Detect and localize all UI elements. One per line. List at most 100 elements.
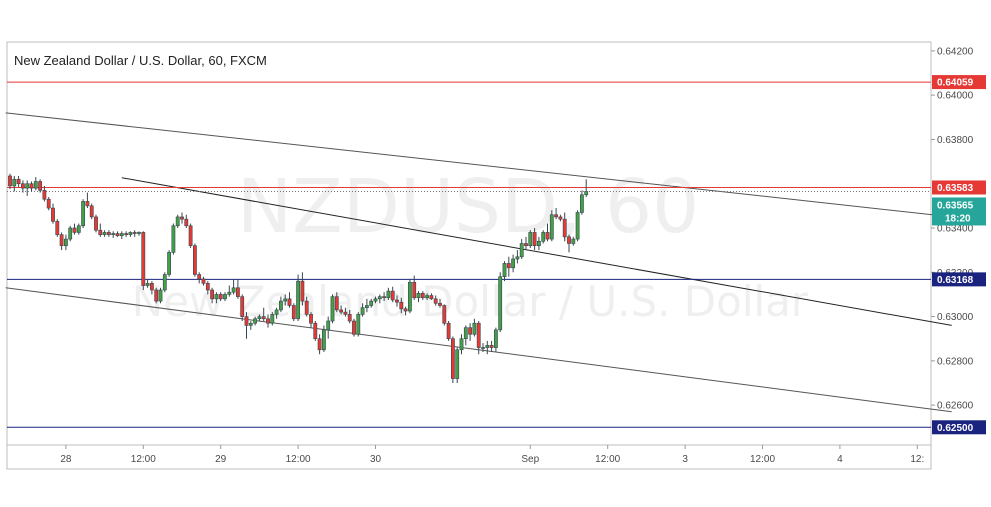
candle-body-up	[425, 295, 430, 299]
candle	[55, 219, 60, 237]
level-badge-bg	[932, 75, 986, 90]
candle-body-down	[98, 229, 103, 235]
candle-body-down	[545, 232, 550, 240]
candle-body-up	[584, 191, 589, 196]
candle-body-up	[223, 294, 227, 300]
candle	[519, 239, 524, 259]
candle-body-up	[231, 287, 236, 293]
x-tick-label: 4	[837, 454, 843, 465]
candle-body-up	[536, 240, 541, 247]
candle	[29, 181, 34, 192]
candle	[188, 223, 193, 248]
candle-body-down	[89, 205, 94, 218]
candle	[236, 278, 240, 299]
candle-body-up	[579, 194, 584, 213]
candle	[390, 286, 395, 303]
candle-body-down	[450, 338, 455, 379]
countdown-timer-text: 18:20	[945, 213, 971, 224]
candle	[429, 293, 434, 300]
candle	[128, 231, 133, 237]
candle	[567, 234, 571, 253]
candle	[412, 275, 417, 300]
candle-body-down	[244, 316, 249, 326]
candle	[223, 292, 227, 302]
y-tick-label: 0.63800	[937, 135, 974, 146]
candle-body-up	[549, 214, 554, 240]
x-tick-label: 12:	[910, 454, 924, 465]
candle-body-up	[407, 281, 412, 312]
candle	[300, 272, 305, 306]
candle-body-up	[369, 300, 374, 306]
candle-body-up	[257, 316, 262, 320]
candle-body-down	[193, 245, 197, 275]
candle-body-up	[137, 232, 141, 234]
candle	[347, 309, 352, 324]
candle	[193, 243, 197, 277]
candle	[330, 294, 335, 324]
candle	[579, 190, 584, 215]
candle-body-down	[42, 190, 47, 200]
candle	[89, 203, 94, 220]
candle	[283, 294, 288, 306]
candle	[33, 177, 38, 191]
price-axis: 0.642000.640000.638000.634000.632000.630…	[931, 46, 974, 412]
candle-body-up	[571, 238, 576, 244]
candle-body-down	[446, 322, 451, 340]
candle-body-up	[455, 349, 460, 379]
x-tick-label: 12:00	[750, 454, 775, 465]
candle-body-up	[76, 225, 81, 233]
candle-body-up	[119, 233, 124, 237]
candle-body-up	[25, 183, 30, 189]
candle	[274, 307, 279, 319]
candle-body-down	[300, 280, 305, 302]
candle	[304, 296, 309, 317]
candle-body-up	[541, 232, 546, 242]
candle	[162, 272, 167, 293]
candle-body-up	[128, 232, 133, 235]
candle	[575, 210, 580, 242]
candle	[81, 199, 86, 228]
chart-title: New Zealand Dollar / U.S. Dollar, 60, FX…	[14, 53, 267, 68]
candle	[562, 212, 567, 242]
candle	[270, 312, 275, 326]
candle-body-up	[175, 216, 180, 227]
candle	[201, 276, 206, 286]
candle	[493, 327, 498, 352]
candle	[257, 314, 262, 321]
candle	[369, 298, 374, 308]
candle-body-down	[506, 263, 511, 269]
candle-body-up	[253, 318, 258, 324]
candle	[528, 230, 533, 248]
candle-body-up	[472, 322, 477, 335]
candle-body-down	[154, 289, 159, 302]
candle-body-up	[171, 225, 176, 253]
candle	[227, 285, 232, 297]
candle	[16, 175, 21, 188]
candle	[119, 231, 124, 240]
candle	[205, 281, 210, 295]
candle	[132, 230, 137, 237]
candle-body-up	[81, 201, 86, 227]
candle	[571, 236, 576, 246]
candle	[549, 210, 554, 242]
candle	[407, 278, 412, 314]
candle	[231, 278, 236, 295]
candle-body-up	[575, 212, 580, 240]
candle	[425, 293, 430, 300]
candle	[167, 250, 172, 277]
x-tick-label: 12:00	[131, 454, 156, 465]
candle	[145, 278, 150, 288]
candle-body-up	[321, 329, 326, 351]
last-price-badge-text: 0.63565	[937, 200, 974, 211]
candle-body-down	[562, 218, 567, 238]
candle-body-down	[72, 227, 77, 233]
level-badge-bg	[932, 420, 986, 435]
candle-body-up	[511, 258, 516, 269]
candle	[377, 294, 382, 304]
candle-body-down	[20, 183, 25, 189]
candle	[386, 287, 391, 300]
level-badge-text: 0.63583	[937, 183, 974, 194]
candle	[506, 256, 511, 277]
